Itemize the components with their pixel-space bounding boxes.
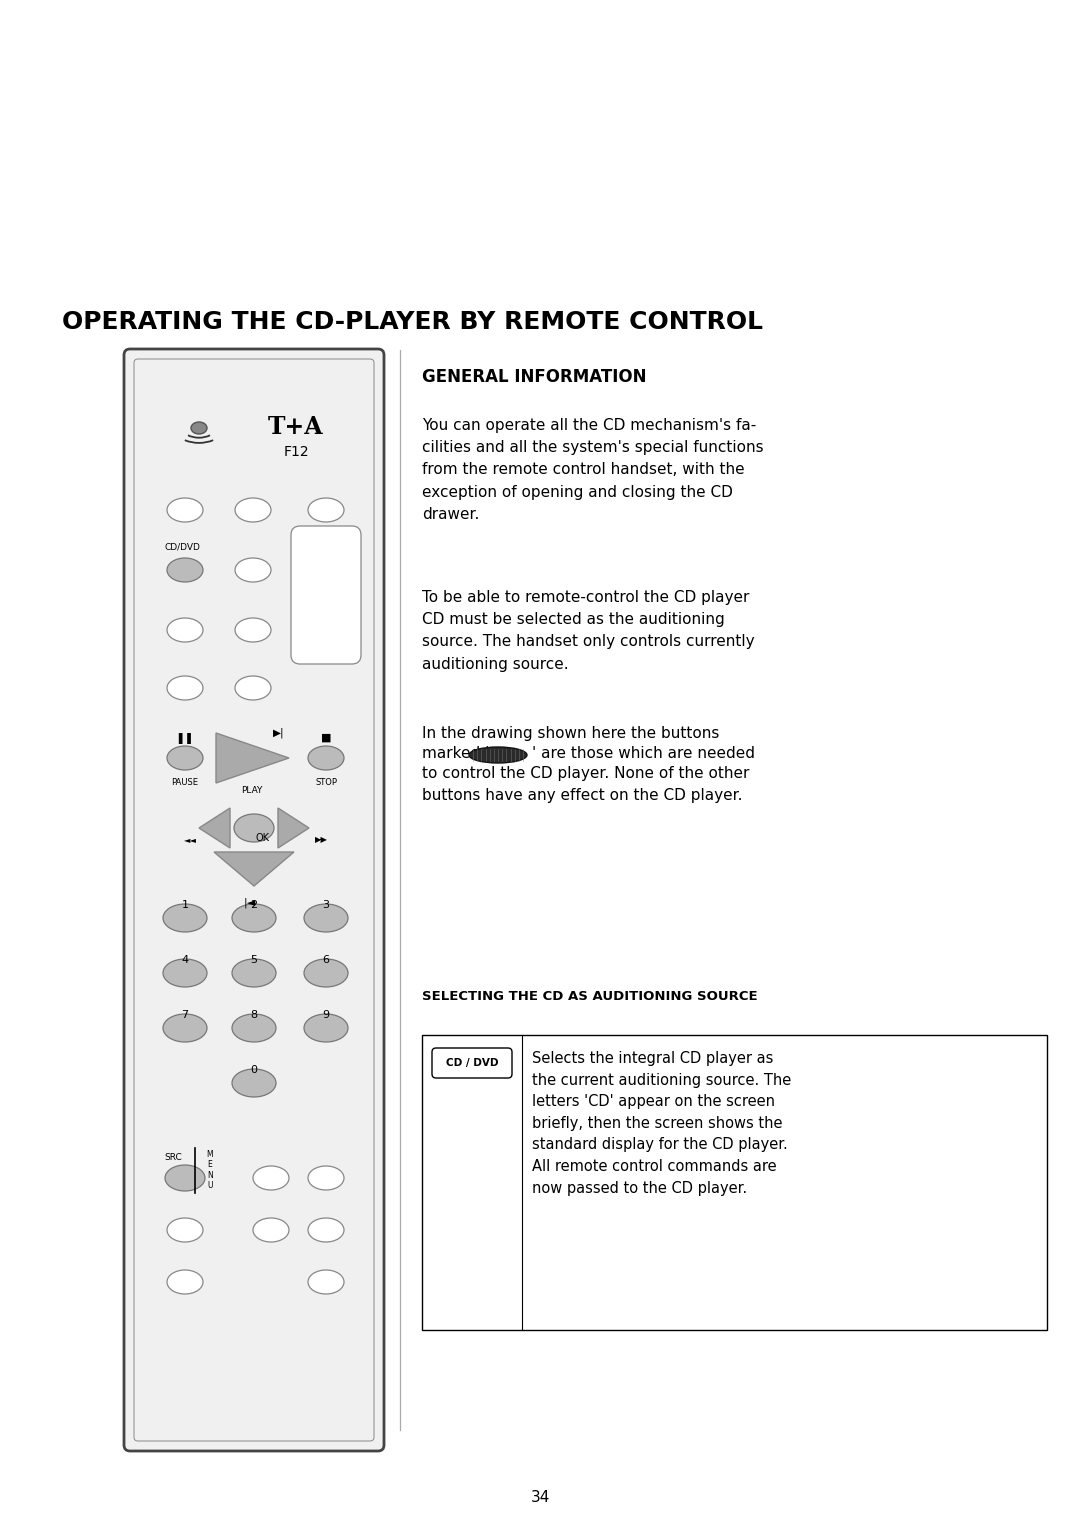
Text: to control the CD player. None of the other
buttons have any effect on the CD pl: to control the CD player. None of the ot… (422, 766, 750, 804)
Ellipse shape (469, 747, 527, 762)
Text: SELECTING THE CD AS AUDITIONING SOURCE: SELECTING THE CD AS AUDITIONING SOURCE (422, 990, 758, 1002)
Text: 0: 0 (251, 1065, 257, 1076)
Ellipse shape (253, 1166, 289, 1190)
Text: M
E
N
U: M E N U (206, 1151, 214, 1190)
Ellipse shape (308, 1166, 345, 1190)
Text: OPERATING THE CD-PLAYER BY REMOTE CONTROL: OPERATING THE CD-PLAYER BY REMOTE CONTRO… (62, 310, 762, 335)
Text: 2: 2 (251, 900, 257, 911)
Text: CD/DVD: CD/DVD (164, 542, 200, 552)
Text: In the drawing shown here the buttons: In the drawing shown here the buttons (422, 726, 719, 741)
FancyBboxPatch shape (432, 1048, 512, 1077)
Ellipse shape (253, 1218, 289, 1242)
Ellipse shape (163, 905, 207, 932)
Ellipse shape (308, 746, 345, 770)
Ellipse shape (308, 1270, 345, 1294)
FancyBboxPatch shape (422, 1034, 1047, 1329)
Polygon shape (214, 853, 294, 886)
Ellipse shape (167, 1270, 203, 1294)
Text: ◄◄: ◄◄ (184, 834, 197, 843)
Text: To be able to remote-control the CD player
CD must be selected as the auditionin: To be able to remote-control the CD play… (422, 590, 755, 672)
Text: ▶|: ▶| (273, 727, 285, 738)
Text: GENERAL INFORMATION: GENERAL INFORMATION (422, 368, 647, 387)
Ellipse shape (167, 746, 203, 770)
Ellipse shape (167, 675, 203, 700)
Text: 7: 7 (181, 1010, 189, 1021)
Text: 6: 6 (323, 955, 329, 966)
Ellipse shape (234, 814, 274, 842)
Text: 3: 3 (323, 900, 329, 911)
Ellipse shape (167, 617, 203, 642)
Text: 9: 9 (323, 1010, 329, 1021)
FancyBboxPatch shape (291, 526, 361, 665)
Ellipse shape (235, 498, 271, 523)
Ellipse shape (232, 960, 276, 987)
Ellipse shape (308, 1218, 345, 1242)
Text: PLAY: PLAY (241, 785, 262, 795)
Text: 4: 4 (181, 955, 189, 966)
Ellipse shape (163, 960, 207, 987)
Ellipse shape (303, 1015, 348, 1042)
Polygon shape (216, 733, 289, 782)
Ellipse shape (303, 905, 348, 932)
Ellipse shape (167, 498, 203, 523)
Text: 34: 34 (530, 1490, 550, 1505)
Text: You can operate all the CD mechanism's fa-
cilities and all the system's special: You can operate all the CD mechanism's f… (422, 419, 764, 521)
Ellipse shape (235, 617, 271, 642)
Ellipse shape (163, 1015, 207, 1042)
Ellipse shape (232, 1015, 276, 1042)
Text: STOP: STOP (315, 778, 337, 787)
Text: |◄: |◄ (244, 898, 256, 909)
Ellipse shape (165, 1164, 205, 1190)
Text: ▶▶: ▶▶ (314, 834, 327, 843)
Text: PAUSE: PAUSE (172, 778, 199, 787)
Text: Selects the integral CD player as
the current auditioning source. The
letters 'C: Selects the integral CD player as the cu… (532, 1051, 792, 1195)
Text: ❚❚: ❚❚ (176, 733, 194, 744)
Text: 1: 1 (181, 900, 189, 911)
Ellipse shape (167, 558, 203, 582)
Text: F12: F12 (283, 445, 309, 458)
Ellipse shape (308, 498, 345, 523)
Ellipse shape (303, 960, 348, 987)
Ellipse shape (191, 422, 207, 434)
Ellipse shape (167, 1218, 203, 1242)
FancyBboxPatch shape (124, 348, 384, 1452)
Text: 8: 8 (251, 1010, 257, 1021)
Text: OK: OK (255, 833, 269, 843)
Ellipse shape (235, 675, 271, 700)
Ellipse shape (232, 905, 276, 932)
Text: 5: 5 (251, 955, 257, 966)
Text: ■: ■ (321, 733, 332, 743)
Polygon shape (278, 808, 309, 848)
Text: marked ': marked ' (422, 746, 489, 761)
Text: T+A: T+A (268, 416, 324, 439)
Ellipse shape (232, 1070, 276, 1097)
Text: ' are those which are needed: ' are those which are needed (532, 746, 755, 761)
Polygon shape (199, 808, 230, 848)
Text: CD / DVD: CD / DVD (446, 1057, 498, 1068)
Ellipse shape (235, 558, 271, 582)
Text: SRC: SRC (164, 1154, 181, 1161)
